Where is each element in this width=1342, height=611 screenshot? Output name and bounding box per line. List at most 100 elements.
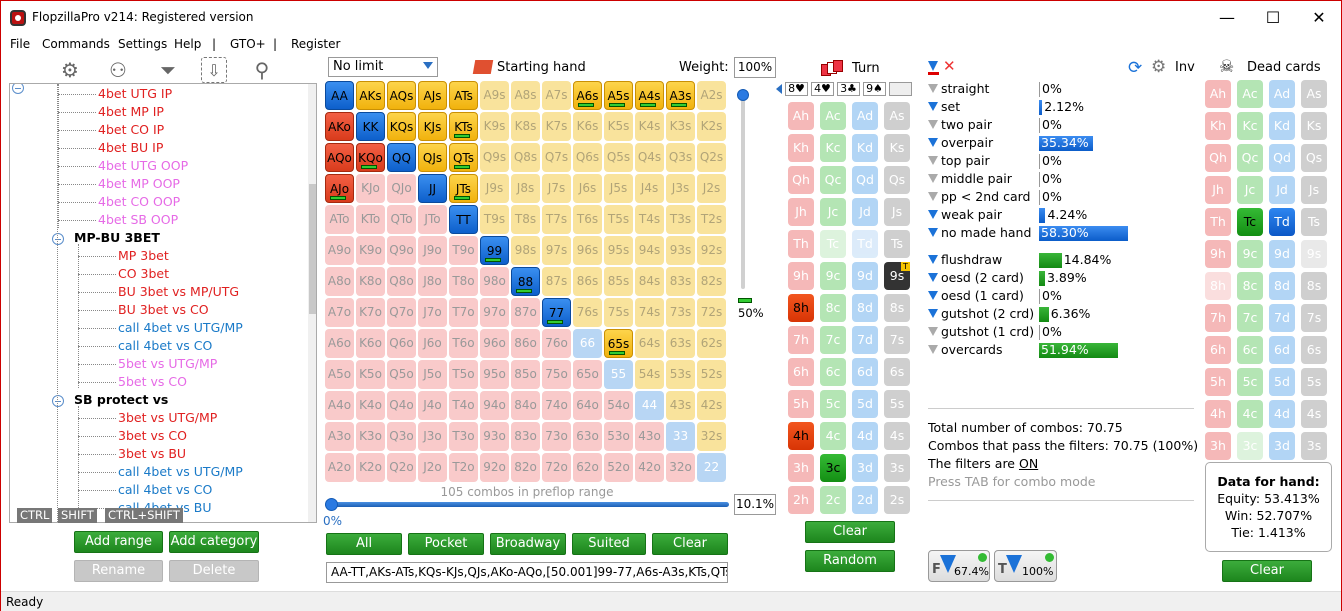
hand-cell-ATo[interactable]: ATo <box>325 205 354 234</box>
hand-cell-22[interactable]: 22 <box>697 453 726 482</box>
hand-cell-76o[interactable]: 76o <box>542 329 571 358</box>
hand-cell-J4o[interactable]: J4o <box>418 391 447 420</box>
limit-select[interactable]: No limit <box>328 57 438 77</box>
hand-cell-J9s[interactable]: J9s <box>480 174 509 203</box>
hand-cell-83s[interactable]: 83s <box>666 267 695 296</box>
hand-cell-T4s[interactable]: T4s <box>635 205 664 234</box>
board-card-Qd[interactable]: Qd <box>852 166 878 194</box>
range-percent-input[interactable]: 10.1% <box>734 494 776 515</box>
board-card-9s[interactable]: 9s T <box>884 262 910 290</box>
board-card-Kd[interactable]: Kd <box>852 134 878 162</box>
hand-cell-52o[interactable]: 52o <box>604 453 633 482</box>
hand-cell-72o[interactable]: 72o <box>542 453 571 482</box>
board-card-Kh[interactable]: Kh <box>788 134 814 162</box>
dead-card-Th[interactable]: Th <box>1205 208 1231 236</box>
dead-card-5c[interactable]: 5c <box>1237 368 1263 396</box>
invert-label[interactable]: Inv <box>1175 60 1195 75</box>
hand-cell-65s[interactable]: 65s <box>604 329 633 358</box>
filter-icon[interactable] <box>928 174 938 183</box>
filter-icon[interactable] <box>928 120 938 129</box>
dead-card-Qd[interactable]: Qd <box>1269 144 1295 172</box>
clear-filter-icon[interactable]: ✕ <box>943 57 956 75</box>
dead-card-4s[interactable]: 4s <box>1301 400 1327 428</box>
hand-cell-J2o[interactable]: J2o <box>418 453 447 482</box>
hand-cell-KQs[interactable]: KQs <box>387 112 416 141</box>
hand-cell-A7s[interactable]: A7s <box>542 81 571 110</box>
clear-board-button[interactable]: Clear <box>805 521 895 543</box>
hand-cell-T9o[interactable]: T9o <box>449 236 478 265</box>
dead-card-9h[interactable]: 9h <box>1205 240 1231 268</box>
hand-cell-43s[interactable]: 43s <box>666 391 695 420</box>
board-card-8d[interactable]: 8d <box>852 294 878 322</box>
hand-cell-97s[interactable]: 97s <box>542 236 571 265</box>
hand-cell-A6o[interactable]: A6o <box>325 329 354 358</box>
board-card-3s[interactable]: 3s <box>884 454 910 482</box>
hand-cell-J3o[interactable]: J3o <box>418 422 447 451</box>
hand-cell-85s[interactable]: 85s <box>604 267 633 296</box>
menu-register[interactable]: Register <box>291 37 341 51</box>
dead-card-3c[interactable]: 3c <box>1237 432 1263 460</box>
add-category-button[interactable]: Add category <box>169 531 259 553</box>
board-slot[interactable]: 9♠ <box>863 82 886 96</box>
tree-item[interactable]: 3bet vs BU <box>118 446 187 461</box>
filter-icon[interactable] <box>928 291 938 300</box>
hand-cell-Q7s[interactable]: Q7s <box>542 143 571 172</box>
board-card-7s[interactable]: 7s <box>884 326 910 354</box>
tree-item[interactable]: BU 3bet vs MP/UTG <box>118 284 240 299</box>
filter-icon[interactable] <box>928 345 938 354</box>
tree-item[interactable]: 4bet UTG IP <box>98 86 173 101</box>
dead-card-7d[interactable]: 7d <box>1269 304 1295 332</box>
dead-card-4d[interactable]: 4d <box>1269 400 1295 428</box>
board-card-6h[interactable]: 6h <box>788 358 814 386</box>
search-icon[interactable]: ⚲ <box>254 58 270 82</box>
board-card-7c[interactable]: 7c <box>820 326 846 354</box>
hand-cell-95o[interactable]: 95o <box>480 360 509 389</box>
hand-cell-Q3s[interactable]: Q3s <box>666 143 695 172</box>
dead-card-5s[interactable]: 5s <box>1301 368 1327 396</box>
hand-cell-QTs[interactable]: QTs <box>449 143 478 172</box>
dead-card-3s[interactable]: 3s <box>1301 432 1327 460</box>
tree-item[interactable]: 4bet CO OOP <box>98 194 181 209</box>
board-card-Ts[interactable]: Ts <box>884 230 910 258</box>
weight-input[interactable]: 100% <box>734 57 776 78</box>
dead-card-Ac[interactable]: Ac <box>1237 80 1263 108</box>
hand-cell-AJs[interactable]: AJs <box>418 81 447 110</box>
tree-item[interactable]: MP 3bet <box>118 248 169 263</box>
dead-card-9c[interactable]: 9c <box>1237 240 1263 268</box>
dead-card-Ah[interactable]: Ah <box>1205 80 1231 108</box>
dead-card-Td[interactable]: Td <box>1269 208 1295 236</box>
hand-cell-96o[interactable]: 96o <box>480 329 509 358</box>
hand-cell-76s[interactable]: 76s <box>573 298 602 327</box>
hand-cell-J8o[interactable]: J8o <box>418 267 447 296</box>
hand-cell-K2o[interactable]: K2o <box>356 453 385 482</box>
tree-item[interactable]: BU 3bet vs CO <box>118 302 209 317</box>
hand-cell-J6o[interactable]: J6o <box>418 329 447 358</box>
board-card-Ks[interactable]: Ks <box>884 134 910 162</box>
board-card-Td[interactable]: Td <box>852 230 878 258</box>
minimize-button[interactable]: — <box>1219 8 1235 27</box>
hand-cell-K2s[interactable]: K2s <box>697 112 726 141</box>
dead-card-Kc[interactable]: Kc <box>1237 112 1263 140</box>
dead-card-Jc[interactable]: Jc <box>1237 176 1263 204</box>
hand-cell-J8s[interactable]: J8s <box>511 174 540 203</box>
tree-item[interactable]: CO 3bet <box>118 266 170 281</box>
dead-card-Ts[interactable]: Ts <box>1301 208 1327 236</box>
hand-cell-Q2s[interactable]: Q2s <box>697 143 726 172</box>
hand-cell-A2o[interactable]: A2o <box>325 453 354 482</box>
hand-cell-K9s[interactable]: K9s <box>480 112 509 141</box>
hand-cell-T7o[interactable]: T7o <box>449 298 478 327</box>
hand-cell-QJs[interactable]: QJs <box>418 143 447 172</box>
hand-cell-98s[interactable]: 98s <box>511 236 540 265</box>
board-card-8s[interactable]: 8s <box>884 294 910 322</box>
board-card-Ac[interactable]: Ac <box>820 102 846 130</box>
hand-cell-43o[interactable]: 43o <box>635 422 664 451</box>
filter-toggle-t[interactable]: T 100% <box>994 550 1057 582</box>
hand-cell-A9s[interactable]: A9s <box>480 81 509 110</box>
board-card-Js[interactable]: Js <box>884 198 910 226</box>
hand-cell-72s[interactable]: 72s <box>697 298 726 327</box>
hand-cell-Q4s[interactable]: Q4s <box>635 143 664 172</box>
range-percent-slider[interactable] <box>325 498 729 511</box>
hand-cell-Q9o[interactable]: Q9o <box>387 236 416 265</box>
board-card-8c[interactable]: 8c <box>820 294 846 322</box>
hand-cell-53s[interactable]: 53s <box>666 360 695 389</box>
